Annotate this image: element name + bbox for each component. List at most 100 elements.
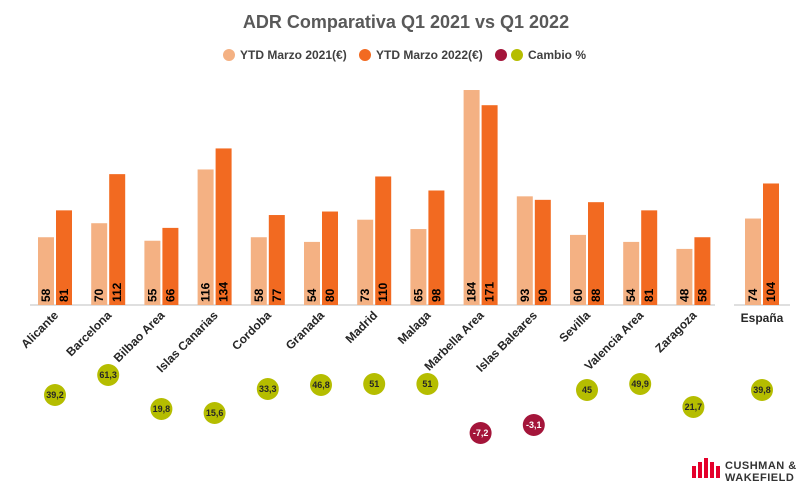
bar-malaga-2021	[410, 229, 427, 305]
bar-valencia-area-2022	[641, 210, 658, 305]
bar-granada-2021	[304, 241, 320, 305]
change-markers: 39,2 61,3 19,8 15,6 33,3 46,8 51 51 -7,2 -3,1 45 49…	[44, 364, 773, 444]
change-label-valencia-area: 49,9	[631, 379, 649, 389]
bar-alicante-2022	[56, 210, 72, 305]
change-marker-islas-baleares	[522, 414, 545, 436]
bar-label-sevilla-2021: 60	[571, 288, 585, 302]
bar-label-alicante-2022: 81	[57, 288, 71, 302]
bar-label-bilbao-area-2021: 55	[145, 288, 159, 302]
bar-bilbao-area-2021	[144, 240, 161, 305]
bar-label-islas-canarias-2021: 116	[199, 282, 213, 302]
bar-islas-baleares-2022	[534, 199, 551, 305]
change-label-malaga: 51	[422, 379, 432, 389]
legend-2022-marker	[359, 49, 371, 61]
bar-espana-2022	[763, 183, 779, 305]
legend: YTD Marzo 2021(€) YTD Marzo 2022(€) Camb…	[223, 48, 586, 62]
change-label-espana: 39,8	[753, 385, 771, 395]
change-marker-sevilla	[576, 379, 598, 401]
bar-label-malaga-2021: 65	[411, 288, 425, 302]
bar-label-barcelona-2022: 112	[110, 282, 124, 302]
bar-islas-canarias-2022	[215, 148, 232, 305]
bar-sevilla-2022	[588, 202, 604, 305]
change-label-bilbao-area: 19,8	[153, 404, 171, 414]
change-marker-zaragoza	[682, 396, 705, 418]
category-label-malaga: Malaga	[395, 308, 434, 347]
category-label-alicante: Alicante	[18, 308, 61, 351]
change-label-islas-canarias: 15,6	[206, 408, 224, 418]
bar-malaga-2022	[428, 190, 445, 305]
change-label-cordoba: 33,3	[259, 384, 277, 394]
change-marker-malaga	[416, 373, 439, 395]
category-label-madrid: Madrid	[343, 308, 381, 346]
bar-label-islas-baleares-2021: 93	[518, 288, 532, 302]
bar-label-madrid-2022: 110	[376, 282, 390, 302]
bar-label-valencia-area-2022: 81	[642, 288, 656, 302]
bar-label-cordoba-2021: 58	[252, 288, 266, 302]
category-label-cordoba: Cordoba	[229, 308, 274, 353]
legend-change-negative-marker	[495, 49, 507, 61]
category-label-granada: Granada	[283, 308, 328, 353]
bar-label-espana-2021: 74	[746, 288, 760, 302]
logo-text-line1: CUSHMAN &	[725, 460, 797, 472]
bar-label-barcelona-2021: 70	[92, 288, 106, 302]
bar-label-sevilla-2022: 88	[589, 288, 603, 302]
bar-barcelona-2021	[91, 223, 108, 305]
change-marker-madrid	[363, 373, 386, 395]
bar-zaragoza-2022	[694, 237, 711, 305]
change-marker-marbella-area	[469, 422, 492, 444]
legend-change-positive-marker	[511, 49, 523, 61]
bar-label-bilbao-area-2022: 66	[163, 288, 177, 302]
change-marker-espana	[751, 379, 773, 401]
category-label-espana: España	[741, 311, 784, 325]
change-label-granada: 46,8	[312, 380, 330, 390]
chart-title: ADR Comparativa Q1 2021 vs Q1 2022	[243, 12, 569, 32]
bar-islas-baleares-2021	[516, 196, 533, 305]
change-marker-valencia-area	[629, 373, 652, 395]
change-label-islas-baleares: -3,1	[526, 420, 542, 430]
bar-label-zaragoza-2022: 58	[695, 288, 709, 302]
change-label-madrid: 51	[369, 379, 379, 389]
bar-label-madrid-2021: 73	[358, 288, 372, 302]
bar-valencia-area-2021	[623, 241, 640, 305]
legend-2021-label: YTD Marzo 2021(€)	[240, 48, 347, 62]
change-marker-barcelona	[97, 364, 120, 386]
legend-2021-marker	[223, 49, 235, 61]
bar-marbella-area-2022	[481, 105, 498, 305]
bar-sevilla-2021	[570, 234, 586, 305]
bar-alicante-2021	[38, 237, 54, 305]
bars	[38, 90, 779, 305]
logo-text-line2: WAKEFIELD	[725, 472, 794, 484]
category-label-bilbao-area: Bilbao Area	[111, 308, 168, 365]
bar-label-cordoba-2022: 77	[270, 288, 284, 302]
bar-label-marbella-area-2022: 171	[483, 282, 497, 302]
bar-cordoba-2022	[268, 215, 285, 305]
bar-madrid-2021	[357, 219, 374, 305]
bar-label-valencia-area-2021: 54	[624, 288, 638, 302]
change-label-barcelona: 61,3	[99, 370, 117, 380]
bar-bilbao-area-2022	[162, 227, 179, 305]
category-label-sevilla: Sevilla	[556, 308, 593, 345]
bar-barcelona-2022	[109, 174, 126, 305]
bar-label-zaragoza-2021: 48	[677, 288, 691, 302]
bar-label-islas-canarias-2022: 134	[217, 282, 231, 302]
bar-madrid-2022	[375, 176, 392, 305]
bar-label-granada-2022: 80	[323, 288, 337, 302]
change-label-sevilla: 45	[582, 385, 592, 395]
bar-label-granada-2021: 54	[305, 288, 319, 302]
bar-label-alicante-2021: 58	[39, 288, 53, 302]
bar-zaragoza-2021	[676, 248, 693, 305]
legend-2022-label: YTD Marzo 2022(€)	[376, 48, 483, 62]
bar-granada-2022	[322, 211, 338, 305]
change-label-marbella-area: -7,2	[473, 428, 489, 438]
company-logo: CUSHMAN & WAKEFIELD	[692, 458, 797, 484]
category-label-barcelona: Barcelona	[63, 308, 114, 359]
change-marker-cordoba	[256, 378, 279, 400]
bar-labels: 58 81 70 112 55 66 116 134 58 77 54 80 73 110 65 98 184 1…	[39, 282, 778, 302]
bar-islas-canarias-2021	[197, 169, 214, 305]
bar-cordoba-2021	[250, 237, 267, 305]
legend-change-label: Cambio %	[528, 48, 586, 62]
logo-icon	[692, 458, 720, 478]
change-marker-granada	[310, 374, 332, 396]
change-marker-bilbao-area	[150, 398, 173, 420]
